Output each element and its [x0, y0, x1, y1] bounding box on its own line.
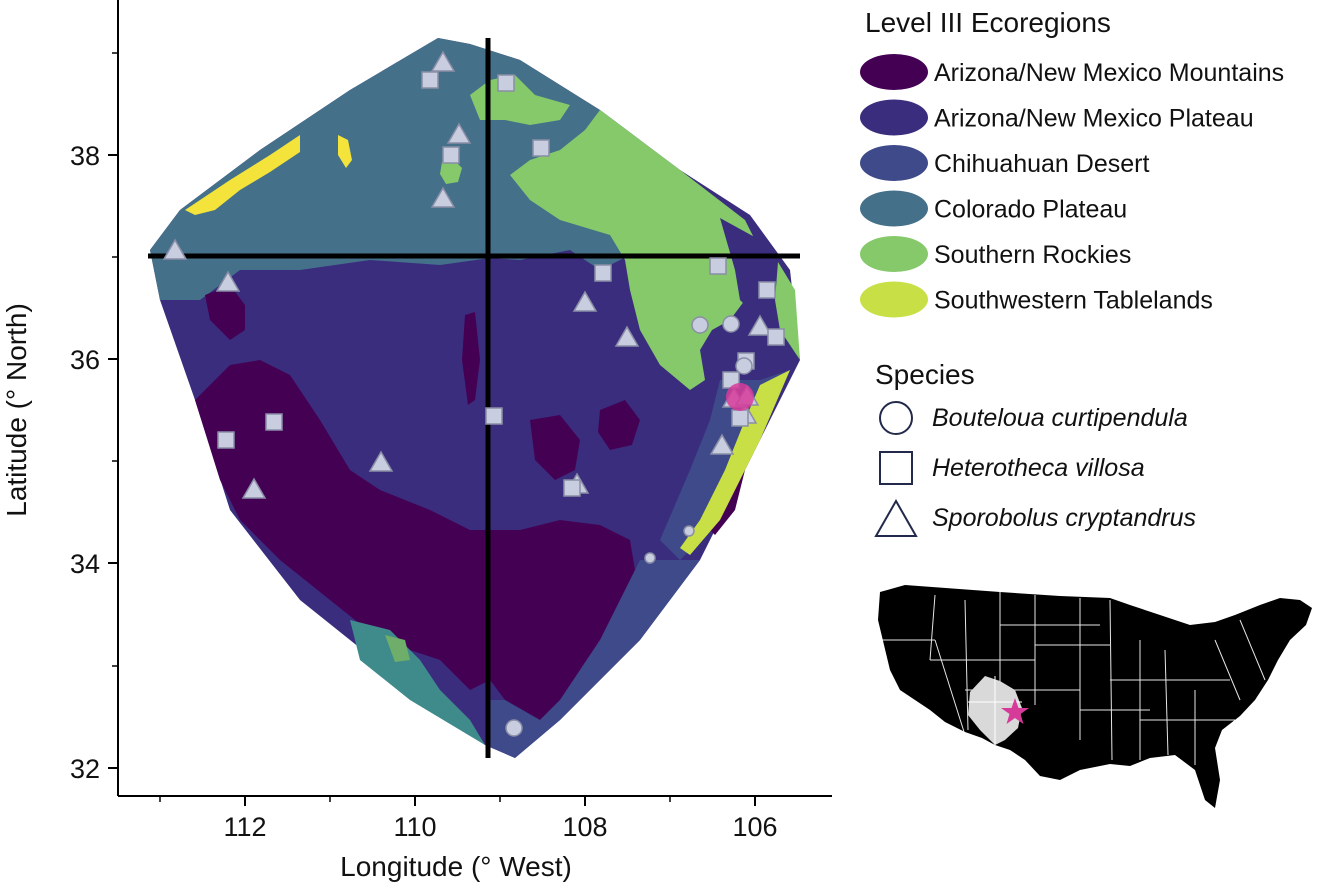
- region-southern-rockies-patch: [470, 75, 570, 125]
- y-tick-label: 34: [70, 549, 100, 579]
- heterotheca-point: [532, 139, 550, 157]
- ecoregion-label: Arizona/New Mexico Mountains: [934, 59, 1284, 87]
- sample-points: [162, 50, 785, 737]
- ecoregion-label: Arizona/New Mexico Plateau: [934, 105, 1254, 133]
- heterotheca-point: [442, 146, 460, 164]
- y-tick-label: 36: [70, 345, 100, 375]
- star-icon: [1001, 698, 1029, 724]
- ecoregion-legend: Level III Ecoregions Arizona/New Mexico …: [860, 7, 1284, 318]
- sporobolus-point: [446, 122, 472, 144]
- ecoregion-swatch: [860, 236, 928, 272]
- x-tick-label: 106: [732, 812, 777, 842]
- y-axis-title: Latitude (° North): [1, 303, 32, 517]
- us-map-inset-icon: [878, 585, 1312, 808]
- ecoregion-label: Chihuahuan Desert: [934, 150, 1149, 178]
- heterotheca-point: [421, 71, 439, 89]
- ecoregion-map: [150, 38, 800, 758]
- sporobolus-point: [747, 314, 773, 336]
- heterotheca-point: [265, 413, 283, 431]
- state-borders: [880, 592, 1266, 765]
- region-southwest-green: [385, 635, 410, 662]
- region-mountains-west-patch: [205, 285, 245, 340]
- bouteloua-point: [722, 315, 740, 333]
- sporobolus-point: [430, 186, 456, 208]
- bouteloua-point: [644, 552, 656, 564]
- species-label: Bouteloua curtipendula: [932, 404, 1188, 432]
- ecoregion-label: Colorado Plateau: [934, 196, 1127, 224]
- axes: 38 36 34 32 112 110 108 106 Longitude (°…: [1, 0, 832, 882]
- circle-symbol-icon: [879, 401, 913, 435]
- species-label: Sporobolus cryptandrus: [932, 504, 1196, 532]
- region-yellow-small: [338, 135, 352, 168]
- region-southern-rockies-east: [775, 262, 800, 360]
- heterotheca-point: [767, 328, 785, 346]
- sporobolus-point: [215, 270, 241, 292]
- ecoregion-swatch: [860, 99, 928, 136]
- bouteloua-point: [505, 719, 523, 737]
- region-mountains-central-2: [598, 400, 640, 450]
- bouteloua-point: [683, 525, 695, 537]
- heterotheca-point: [217, 431, 235, 449]
- bouteloua-point: [691, 316, 709, 334]
- ecoregion-swatch: [860, 190, 928, 227]
- region-yellow-northwest: [185, 135, 300, 215]
- region-chihuahuan-desert-south: [485, 560, 700, 758]
- ecoregion-swatch: [860, 145, 928, 181]
- species-legend: Species Bouteloua curtipendula Heterothe…: [874, 359, 1196, 537]
- ecoregion-legend-title: Level III Ecoregions: [865, 7, 1111, 38]
- ecoregion-label: Southwestern Tablelands: [934, 287, 1213, 315]
- sporobolus-point: [241, 477, 267, 499]
- sporobolus-point: [614, 325, 640, 347]
- y-tick-label: 32: [70, 754, 100, 784]
- sporobolus-point: [709, 433, 735, 455]
- square-symbol-icon: [879, 451, 913, 485]
- heterotheca-point: [563, 479, 581, 497]
- species-legend-title: Species: [875, 359, 975, 390]
- heterotheca-point: [731, 409, 749, 427]
- us-silhouette: [878, 585, 1312, 808]
- heterotheca-point: [594, 264, 612, 282]
- sporobolus-point: [368, 450, 394, 472]
- heterotheca-point: [709, 257, 727, 275]
- region-mountains-north-strip: [462, 312, 480, 405]
- x-tick-label: 108: [562, 812, 607, 842]
- ecoregion-label: Southern Rockies: [934, 241, 1131, 269]
- region-southern-rockies-small: [440, 158, 462, 184]
- triangle-symbol-icon: [874, 498, 918, 537]
- x-tick-label: 112: [223, 812, 266, 842]
- region-mountains-central-1: [530, 415, 580, 480]
- ecoregion-swatch: [860, 281, 928, 318]
- x-axis-title: Longitude (° West): [340, 851, 572, 882]
- ecoregion-swatch: [860, 54, 928, 90]
- region-southwestern-tablelands: [680, 370, 790, 555]
- region-chihuahuan-desert-east: [660, 370, 790, 560]
- heterotheca-point: [485, 407, 503, 425]
- sporobolus-point: [162, 238, 188, 260]
- region-southwest-teal: [350, 620, 485, 745]
- sporobolus-point: [430, 50, 456, 72]
- x-tick-label: 110: [393, 812, 436, 842]
- y-tick-label: 38: [70, 141, 100, 171]
- heterotheca-point: [497, 74, 515, 92]
- bouteloua-point: [735, 357, 753, 375]
- species-label: Heterotheca villosa: [932, 454, 1145, 482]
- region-arizona-new-mexico-mountains: [195, 360, 640, 720]
- highlight-site-marker: [726, 383, 754, 411]
- heterotheca-point: [758, 281, 776, 299]
- sporobolus-point: [572, 290, 598, 312]
